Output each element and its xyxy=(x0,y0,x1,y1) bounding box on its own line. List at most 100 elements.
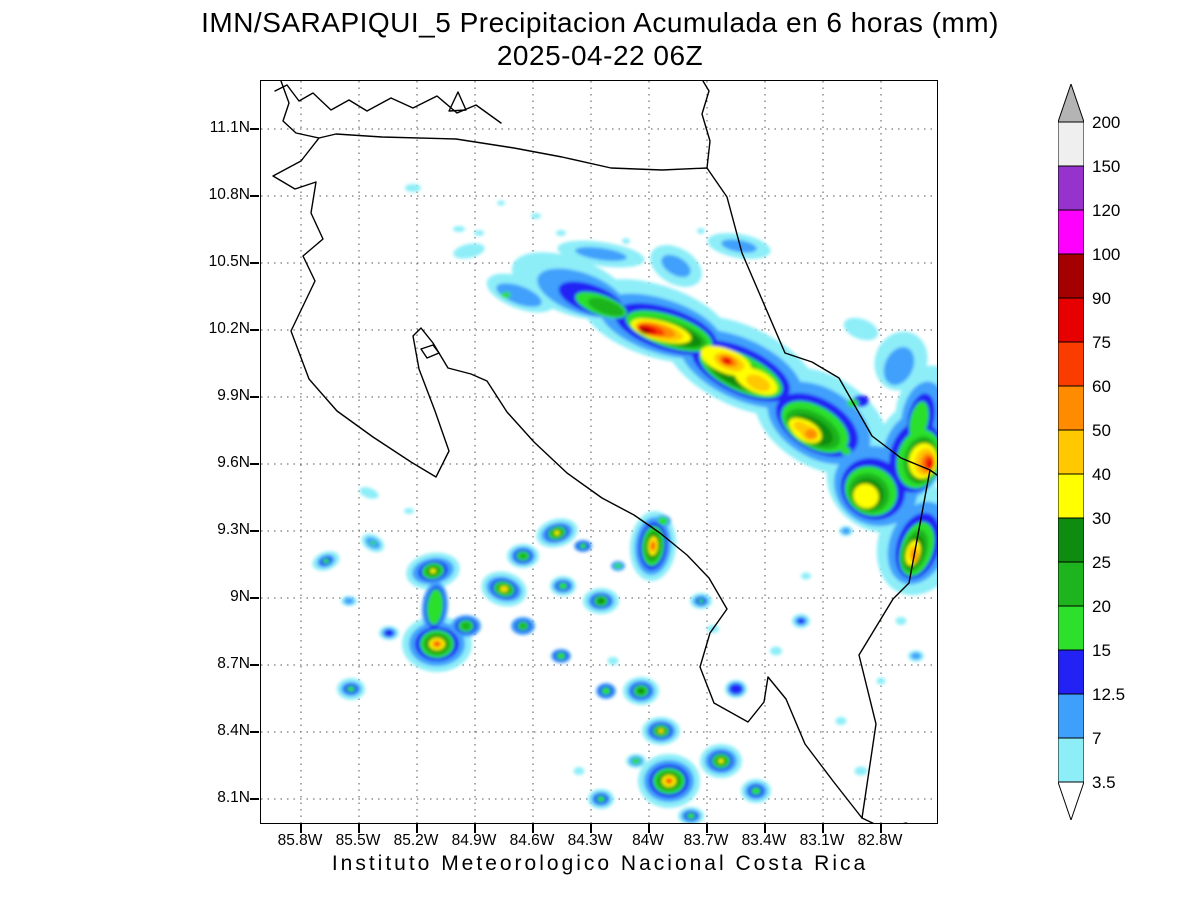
precip-cell xyxy=(497,200,505,206)
lat-tick-mark xyxy=(250,798,259,800)
precip-cell xyxy=(927,459,933,469)
colorbar-label: 200 xyxy=(1092,113,1121,132)
precip-cell xyxy=(854,766,868,776)
lat-tick-label: 8.1N xyxy=(217,789,250,806)
colorbar-label: 7 xyxy=(1092,729,1102,748)
lat-tick-label: 9.3N xyxy=(217,521,250,538)
lat-tick-label: 9N xyxy=(230,588,250,605)
panama-caribbean-coast xyxy=(929,469,937,476)
precip-cell xyxy=(573,767,585,775)
precip-cell xyxy=(558,582,568,590)
precip-cell xyxy=(531,213,541,219)
precip-cell xyxy=(370,541,376,545)
precip-cell xyxy=(793,421,809,433)
lon-tick-mark xyxy=(822,824,824,833)
colorbar-segment xyxy=(1057,605,1085,651)
precip-cell xyxy=(556,652,566,660)
precip-cell xyxy=(895,617,907,625)
precip-cell xyxy=(622,238,630,244)
lon-tick-label: 82.8W xyxy=(857,832,903,849)
lat-tick-label: 11.1N xyxy=(209,119,250,136)
coastline-layer xyxy=(272,81,937,823)
precip-cell xyxy=(519,553,527,559)
colorbar-segment xyxy=(1057,473,1085,519)
colorbar-segment xyxy=(1057,297,1085,343)
colorbar-label: 50 xyxy=(1092,421,1111,440)
precip-cell xyxy=(344,597,354,605)
colorbar-arrow-top xyxy=(1057,82,1085,123)
lake-island xyxy=(448,91,467,112)
precip-layer xyxy=(312,184,937,823)
precip-cell xyxy=(519,623,527,629)
precip-cell xyxy=(405,184,421,192)
precip-cell xyxy=(598,598,604,604)
precip-cell xyxy=(384,629,394,637)
lat-tick-label: 8.7N xyxy=(217,655,250,672)
colorbar-label: 15 xyxy=(1092,641,1111,660)
colorbar-segment xyxy=(1057,165,1085,211)
chart-title-line2: 2025-04-22 06Z xyxy=(496,40,704,71)
colorbar-segment xyxy=(1057,693,1085,739)
precip-cell xyxy=(721,239,757,253)
colorbar xyxy=(1057,82,1085,822)
lat-tick-mark xyxy=(250,463,259,465)
lat-tick-label: 9.9N xyxy=(217,387,250,404)
colorbar-label: 75 xyxy=(1092,333,1111,352)
lat-tick-mark xyxy=(250,396,259,398)
colorbar-label: 90 xyxy=(1092,289,1111,308)
colorbar-label: 120 xyxy=(1092,201,1121,220)
lon-tick-label: 83.7W xyxy=(683,832,729,849)
precip-cell xyxy=(911,652,921,660)
lon-tick-label: 83.1W xyxy=(799,832,845,849)
precip-cell xyxy=(501,292,511,298)
precip-cell xyxy=(614,563,622,569)
precip-cell xyxy=(661,254,691,278)
lon-tick-mark xyxy=(590,824,592,833)
lat-tick-mark xyxy=(250,597,259,599)
precip-cell xyxy=(770,646,782,656)
precip-cell xyxy=(579,543,587,549)
lat-tick-label: 10.8N xyxy=(208,186,250,203)
lon-tick-mark xyxy=(474,824,476,833)
lon-tick-mark xyxy=(358,824,360,833)
lon-tick-label: 84W xyxy=(632,832,664,849)
chira-island xyxy=(420,344,440,359)
lat-tick-mark xyxy=(250,262,259,264)
nicaragua-pacific-coast xyxy=(280,81,320,139)
precip-cell xyxy=(751,787,761,795)
precip-cell xyxy=(805,429,817,439)
lon-tick-mark xyxy=(880,824,882,833)
precip-cell xyxy=(797,618,805,624)
lon-tick-mark xyxy=(648,824,650,833)
precip-cell xyxy=(697,228,705,234)
lat-tick-mark xyxy=(250,731,259,733)
colorbar-label: 20 xyxy=(1092,597,1111,616)
lat-tick-mark xyxy=(250,329,259,331)
costa-rica-outline xyxy=(272,133,931,819)
precip-cell xyxy=(841,527,851,535)
colorbar-label: 100 xyxy=(1092,245,1121,264)
lat-tick-mark xyxy=(250,128,259,130)
colorbar-segment xyxy=(1057,737,1085,783)
colorbar-segment xyxy=(1057,517,1085,563)
precip-cell xyxy=(883,346,915,386)
colorbar-segment xyxy=(1057,649,1085,695)
precip-cell xyxy=(453,243,485,259)
panama-pacific-coast xyxy=(861,817,908,823)
lat-tick-label: 10.2N xyxy=(208,320,250,337)
precip-cell xyxy=(876,677,886,685)
lon-tick-mark xyxy=(416,824,418,833)
precip-cell xyxy=(853,483,879,509)
precip-cell xyxy=(587,297,625,317)
lon-tick-label: 85.2W xyxy=(393,832,439,849)
footer-credit: Instituto Meteorologico Nacional Costa R… xyxy=(331,852,869,875)
colorbar-svg xyxy=(1057,82,1085,822)
precip-cell xyxy=(659,729,663,733)
lon-tick-label: 85.5W xyxy=(335,832,381,849)
precip-cell xyxy=(835,717,847,725)
colorbar-segment xyxy=(1057,341,1085,387)
lon-tick-label: 84.3W xyxy=(567,832,613,849)
precip-cell xyxy=(686,813,696,819)
precip-cell xyxy=(639,327,651,335)
precip-cell xyxy=(430,568,436,574)
